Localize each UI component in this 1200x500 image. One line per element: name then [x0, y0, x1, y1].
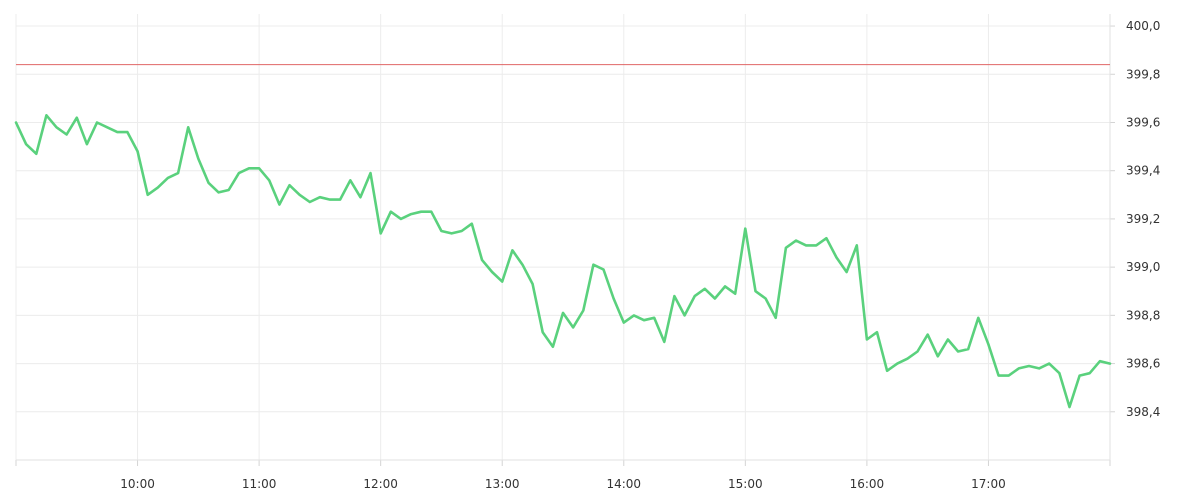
horizontal-gridlines	[16, 25, 1110, 413]
x-tick-label: 17:00	[971, 477, 1006, 491]
y-tick-label: 398,4	[1126, 405, 1160, 419]
series-line	[14, 114, 1112, 409]
axes	[15, 14, 1115, 466]
y-tick-label: 399,4	[1126, 164, 1160, 178]
y-tick-label: 399,6	[1126, 115, 1160, 129]
x-tick-label: 11:00	[242, 477, 277, 491]
x-tick-label: 10:00	[120, 477, 155, 491]
y-tick-label: 399,8	[1126, 67, 1160, 81]
x-tick-label: 12:00	[363, 477, 398, 491]
y-tick-label: 400,0	[1126, 19, 1160, 33]
series-group	[14, 114, 1112, 409]
x-tick-label: 13:00	[485, 477, 520, 491]
y-tick-label: 398,8	[1126, 308, 1160, 322]
x-tick-label: 14:00	[606, 477, 641, 491]
x-tick-label: 16:00	[850, 477, 885, 491]
y-tick-label: 398,6	[1126, 357, 1160, 371]
x-tick-labels: 10:00 11:00 12:00 13:00 14:00 15:00 16:00 17:00	[120, 477, 1005, 491]
y-tick-label: 399,0	[1126, 260, 1160, 274]
y-tick-labels: 400,0 399,8 399,6 399,4 399,2 399,0 398,8 398,6…	[1126, 19, 1160, 419]
y-tick-label: 399,2	[1126, 212, 1160, 226]
vertical-gridlines	[15, 14, 1111, 460]
x-tick-label: 15:00	[728, 477, 763, 491]
